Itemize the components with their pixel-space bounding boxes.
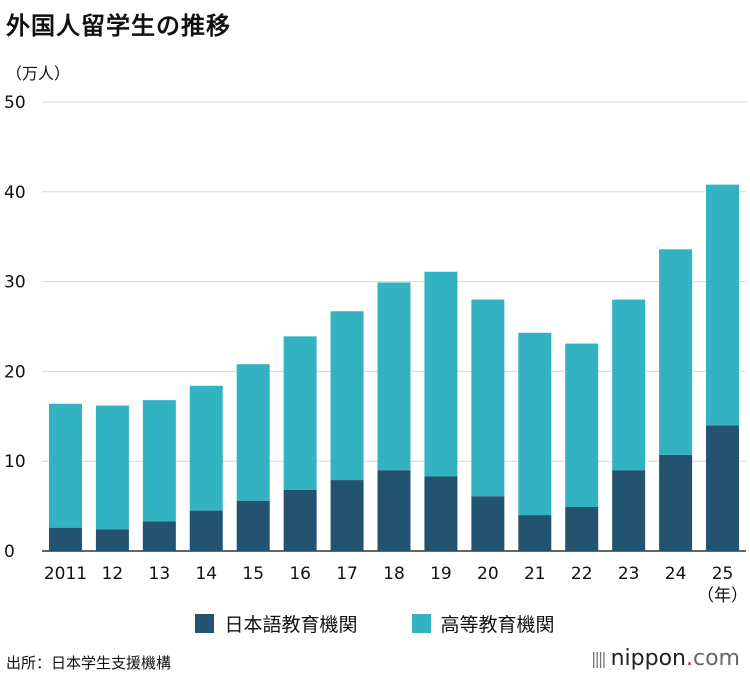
bar-higher-education [612, 299, 646, 471]
x-tick-label: 13 [149, 564, 171, 584]
bar-language-school [189, 510, 223, 551]
bar-language-school [48, 527, 82, 551]
bar-language-school [471, 496, 505, 551]
bar-language-school [612, 470, 646, 551]
x-tick-label: 23 [618, 564, 640, 584]
x-tick-label: 22 [571, 564, 593, 584]
bar-language-school [236, 500, 270, 551]
nippon-logo: |||| nippon. com [591, 646, 740, 671]
source-note: 出所：日本学生支援機構 [6, 654, 172, 672]
bar-language-school [95, 529, 129, 551]
bar-higher-education [424, 271, 458, 477]
bar-higher-education [283, 336, 317, 490]
bar-higher-education [471, 299, 505, 497]
bar-language-school [424, 476, 458, 551]
logo-name: nippon [610, 646, 686, 671]
legend-item-language: 日本語教育機関 [195, 610, 358, 637]
bar-higher-education [95, 405, 129, 530]
chart-title: 外国人留学生の推移 [6, 12, 231, 40]
x-tick-label: 14 [195, 564, 217, 584]
bar-language-school [377, 470, 411, 551]
x-tick-label: 17 [336, 564, 358, 584]
x-tick-label: 16 [289, 564, 311, 584]
y-tick-label: 0 [4, 542, 15, 562]
bar-higher-education [189, 385, 223, 511]
x-tick-label: 19 [430, 564, 452, 584]
bar-language-school [283, 489, 317, 551]
x-tick-label: 20 [477, 564, 499, 584]
bar-language-school [518, 515, 552, 551]
bar-language-school [659, 454, 693, 551]
bar-higher-education [377, 282, 411, 471]
y-tick-label: 40 [4, 183, 26, 203]
bar-higher-education [518, 332, 552, 516]
legend: 日本語教育機関 高等教育機関 [0, 610, 750, 637]
legend-item-higher: 高等教育機関 [411, 610, 555, 637]
logo-suffix: com [693, 646, 740, 671]
legend-label-higher: 高等教育機関 [440, 614, 555, 636]
logo-dot: . [686, 646, 693, 671]
legend-swatch-language [195, 614, 215, 633]
bar-higher-education [142, 400, 176, 522]
legend-label-language: 日本語教育機関 [224, 614, 358, 636]
x-axis-unit-label: （年） [697, 586, 748, 606]
bar-language-school [706, 425, 740, 551]
bar-higher-education [659, 249, 693, 455]
bar-higher-education [48, 403, 82, 528]
x-tick-label: 24 [665, 564, 687, 584]
bar-higher-education [330, 311, 364, 481]
logo-bars-icon: |||| [591, 649, 607, 668]
y-tick-label: 20 [4, 362, 26, 382]
bar-language-school [142, 521, 176, 551]
y-tick-label: 30 [4, 273, 26, 293]
x-tick-label: 2011 [44, 564, 87, 584]
x-tick-label: 21 [524, 564, 546, 584]
legend-swatch-higher [411, 614, 431, 633]
bar-higher-education [236, 364, 270, 501]
x-tick-label: 12 [102, 564, 124, 584]
stacked-bar-chart: 0 10 20 30 40 50 2011 12 13 14 15 16 17 18 19 20 21 22 23 2… [4, 93, 748, 606]
y-tick-label: 10 [4, 452, 26, 472]
y-axis-unit-label: （万人） [6, 64, 71, 83]
bar-language-school [330, 480, 364, 551]
bar-language-school [565, 506, 599, 551]
x-tick-label: 15 [242, 564, 264, 584]
x-tick-label: 18 [383, 564, 405, 584]
bar-higher-education [565, 343, 599, 507]
y-tick-label: 50 [4, 93, 26, 113]
bar-higher-education [706, 184, 740, 426]
x-tick-label: 25 [712, 564, 734, 584]
